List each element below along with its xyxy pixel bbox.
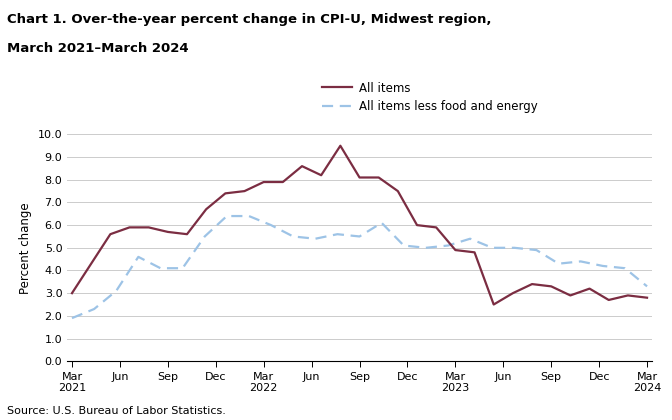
All items less food and energy [333,232,341,237]
All items [317,173,325,178]
All items less food and energy [245,213,253,218]
All items [566,293,575,298]
All items [164,229,172,234]
All items less food and energy [267,223,275,228]
All items [68,291,76,296]
All items [355,175,364,180]
All items [509,291,517,296]
All items [547,284,555,289]
All items [394,189,402,194]
Line: All items: All items [72,146,647,304]
All items [336,143,344,148]
All items [221,191,229,196]
All items less food and energy [223,213,231,218]
All items [87,261,95,266]
Text: Source: U.S. Bureau of Labor Statistics.: Source: U.S. Bureau of Labor Statistics. [7,406,226,416]
All items [452,247,460,252]
All items less food and energy [157,266,165,271]
All items [202,207,210,212]
All items [624,293,632,298]
All items less food and energy [532,247,540,252]
All items [298,164,306,169]
All items [183,232,191,237]
All items less food and energy [643,284,651,289]
All items [259,179,267,184]
All items less food and energy [554,261,562,266]
All items less food and energy [488,245,496,250]
All items less food and energy [444,243,452,248]
Text: Chart 1. Over-the-year percent change in CPI-U, Midwest region,: Chart 1. Over-the-year percent change in… [7,13,491,26]
All items less food and energy [179,266,187,271]
All items [241,189,249,194]
All items less food and energy [378,220,386,226]
Legend: All items, All items less food and energy: All items, All items less food and energ… [317,77,542,118]
All items [585,286,593,291]
All items [279,179,287,184]
All items less food and energy [68,315,76,320]
All items [375,175,383,180]
All items less food and energy [201,234,209,239]
All items less food and energy [112,289,120,294]
All items [490,302,498,307]
All items less food and energy [422,245,430,250]
All items less food and energy [90,307,98,312]
All items less food and energy [311,236,319,241]
All items [470,250,478,255]
Y-axis label: Percent change: Percent change [19,202,32,294]
All items less food and energy [466,236,474,241]
All items less food and energy [599,263,607,268]
All items less food and energy [577,259,585,264]
All items less food and energy [289,234,297,239]
All items less food and energy [400,243,408,248]
All items less food and energy [355,234,364,239]
All items [413,223,421,228]
All items less food and energy [134,255,142,260]
All items less food and energy [510,245,518,250]
All items [605,297,613,302]
Line: All items less food and energy: All items less food and energy [72,216,647,318]
All items [643,295,651,300]
All items [432,225,440,230]
All items [144,225,153,230]
All items [528,281,536,286]
All items [106,232,114,237]
All items [126,225,134,230]
Text: March 2021–March 2024: March 2021–March 2024 [7,42,188,55]
All items less food and energy [621,266,629,271]
